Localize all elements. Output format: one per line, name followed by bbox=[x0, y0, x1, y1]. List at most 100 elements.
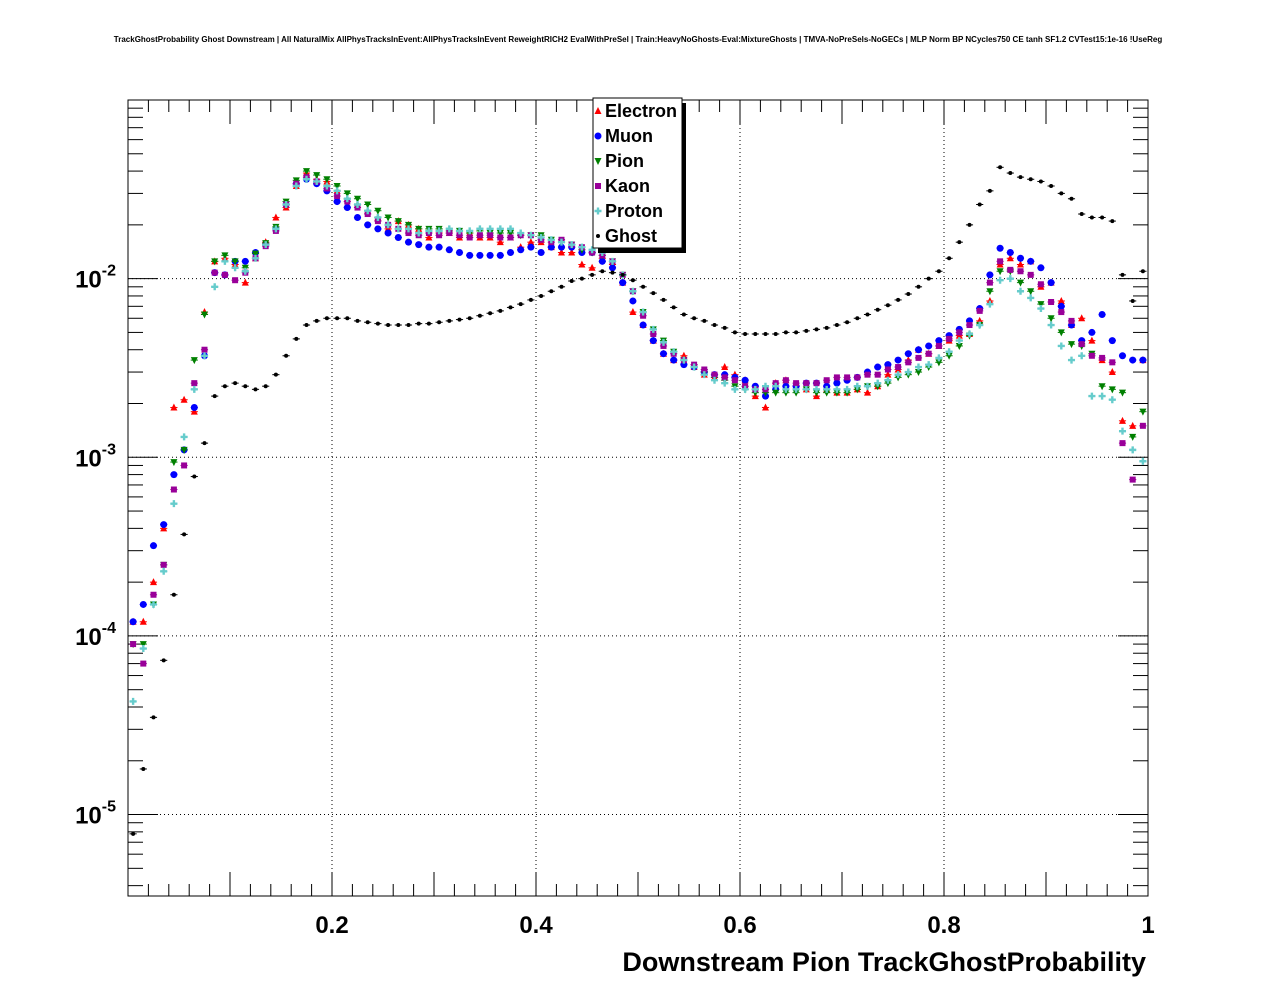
data-point bbox=[252, 250, 259, 258]
data-point bbox=[170, 403, 178, 411]
data-point bbox=[415, 225, 423, 233]
data-point bbox=[181, 462, 188, 469]
data-point bbox=[558, 248, 565, 256]
data-point bbox=[915, 363, 922, 371]
data-point bbox=[354, 201, 361, 209]
data-point bbox=[160, 521, 168, 529]
data-point bbox=[364, 221, 372, 229]
data-point bbox=[782, 385, 790, 393]
data-point bbox=[498, 308, 503, 313]
data-point bbox=[904, 350, 912, 358]
data-point bbox=[590, 272, 595, 277]
data-point bbox=[139, 617, 147, 625]
data-point bbox=[425, 227, 433, 235]
x-tick-label: 0.8 bbox=[927, 912, 960, 939]
data-point bbox=[1108, 368, 1116, 376]
data-point bbox=[396, 323, 401, 328]
data-point bbox=[221, 252, 229, 260]
data-point bbox=[445, 225, 453, 233]
data-point bbox=[711, 376, 718, 384]
data-point bbox=[885, 303, 890, 308]
data-point bbox=[853, 386, 861, 394]
data-point bbox=[415, 229, 423, 237]
data-point bbox=[772, 382, 780, 390]
data-point bbox=[1119, 416, 1126, 424]
data-point bbox=[833, 389, 841, 397]
data-point bbox=[170, 486, 177, 493]
data-point bbox=[904, 368, 912, 376]
y-tick-base: 10 bbox=[75, 445, 102, 472]
data-point bbox=[600, 269, 605, 274]
data-point bbox=[1057, 329, 1065, 337]
data-point bbox=[386, 323, 391, 328]
data-point bbox=[884, 376, 892, 384]
data-point bbox=[568, 248, 576, 256]
data-point bbox=[374, 213, 382, 221]
data-point bbox=[753, 331, 758, 336]
data-point bbox=[507, 230, 514, 238]
legend-label: Ghost bbox=[605, 226, 657, 246]
data-point bbox=[986, 288, 994, 296]
data-point bbox=[140, 660, 147, 667]
data-point bbox=[792, 385, 800, 393]
data-point bbox=[364, 201, 372, 209]
data-point bbox=[1047, 279, 1055, 287]
data-point bbox=[671, 305, 676, 310]
data-point bbox=[1129, 356, 1137, 364]
data-point bbox=[160, 567, 168, 575]
data-point bbox=[1089, 215, 1094, 220]
data-point bbox=[639, 308, 647, 316]
data-point bbox=[333, 187, 341, 195]
data-point bbox=[436, 232, 443, 239]
data-point bbox=[435, 243, 443, 251]
data-point bbox=[294, 336, 299, 341]
data-point bbox=[721, 379, 729, 387]
data-point bbox=[609, 264, 616, 272]
data-point bbox=[813, 385, 820, 393]
data-point bbox=[1078, 352, 1086, 360]
data-point bbox=[190, 385, 198, 393]
data-point bbox=[588, 263, 596, 271]
data-point bbox=[743, 331, 748, 336]
data-point bbox=[813, 389, 820, 397]
data-point bbox=[823, 377, 830, 384]
data-point bbox=[374, 207, 382, 215]
data-point bbox=[1017, 279, 1024, 287]
data-point bbox=[803, 380, 810, 387]
data-point bbox=[1108, 337, 1116, 345]
data-point bbox=[762, 403, 769, 411]
data-point bbox=[721, 374, 728, 381]
legend-marker bbox=[594, 107, 602, 114]
data-point bbox=[680, 356, 688, 364]
data-point bbox=[700, 371, 708, 379]
data-point bbox=[579, 276, 584, 281]
legend-marker bbox=[595, 183, 601, 189]
data-point bbox=[201, 311, 208, 319]
data-point bbox=[844, 374, 851, 381]
data-point bbox=[170, 471, 178, 479]
data-point bbox=[323, 182, 331, 190]
data-point bbox=[253, 387, 258, 392]
data-point bbox=[568, 241, 576, 249]
data-point bbox=[864, 371, 871, 378]
y-tick-base: 10 bbox=[75, 803, 102, 830]
data-point bbox=[272, 213, 280, 221]
data-point bbox=[1059, 191, 1064, 196]
data-point bbox=[853, 382, 861, 390]
data-point bbox=[925, 342, 933, 350]
data-point bbox=[1129, 446, 1137, 454]
data-point bbox=[843, 385, 851, 393]
data-point bbox=[141, 766, 146, 771]
data-point bbox=[150, 578, 157, 586]
data-point bbox=[343, 204, 351, 212]
data-point bbox=[894, 371, 902, 379]
data-point bbox=[977, 202, 982, 207]
ticks-layer bbox=[128, 99, 1148, 896]
data-point bbox=[782, 377, 789, 384]
y-tick-exp: -2 bbox=[102, 263, 116, 280]
data-point bbox=[445, 246, 453, 254]
data-point bbox=[639, 321, 647, 329]
y-tick-base: 10 bbox=[75, 267, 102, 294]
data-point bbox=[895, 364, 902, 371]
